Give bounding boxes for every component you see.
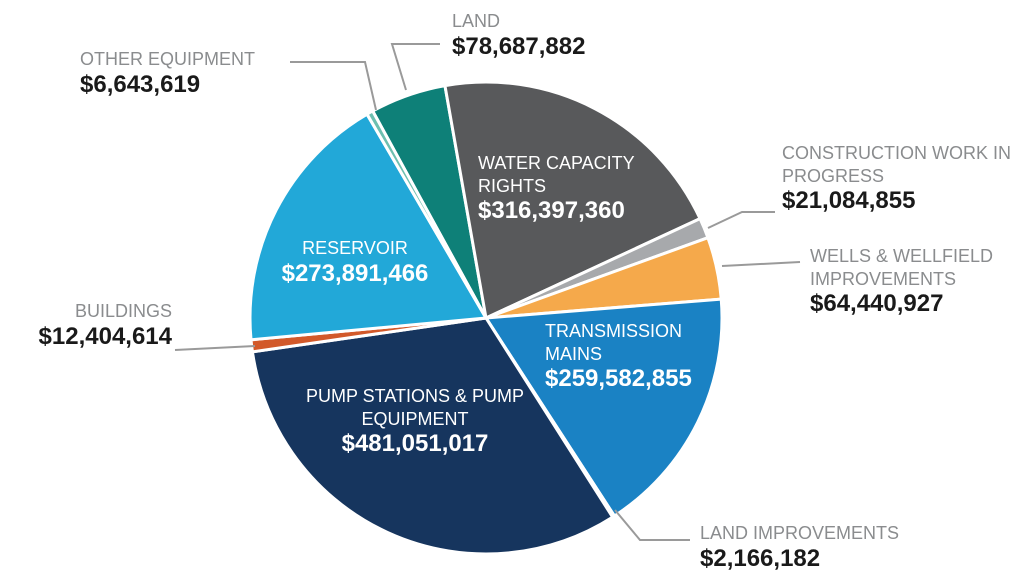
- leader-line: [290, 61, 377, 111]
- slice-label: PUMP STATIONS & PUMP EQUIPMENT $481,051,0…: [295, 385, 535, 458]
- leader-line: [174, 345, 256, 351]
- slice-name: BUILDINGS: [74, 301, 172, 321]
- slice-value: $2,166,182: [700, 544, 821, 572]
- leader-line: [707, 211, 775, 229]
- slice-name: LAND: [452, 11, 501, 31]
- slice-value: $21,084,855: [782, 187, 916, 214]
- slice-label: CONSTRUCTION WORK IN PROGRESS $21,084,855: [782, 142, 1027, 215]
- slice-name: CONSTRUCTION WORK IN PROGRESS: [782, 143, 1011, 186]
- slice-label: OTHER EQUIPMENT $6,643,619: [80, 48, 310, 98]
- slice-value: $12,404,614: [38, 322, 172, 350]
- slice-name: WELLS & WELLFIELD IMPROVEMENTS: [810, 246, 994, 289]
- slice-name: TRANSMISSION MAINS: [545, 321, 683, 364]
- slice-label: TRANSMISSION MAINS $259,582,855: [545, 320, 710, 393]
- slice-label: BUILDINGS $12,404,614: [0, 300, 172, 350]
- leader-line: [390, 43, 440, 91]
- slice-name: PUMP STATIONS & PUMP EQUIPMENT: [305, 386, 525, 429]
- slice-name: OTHER EQUIPMENT: [80, 49, 256, 69]
- slice-name: WATER CAPACITY RIGHTS: [478, 153, 635, 196]
- pie-slice: [365, 109, 488, 320]
- slice-value: $259,582,855: [545, 365, 692, 392]
- leader-line: [614, 509, 690, 541]
- pie-slice: [250, 316, 615, 556]
- slice-name: RESERVOIR: [302, 238, 408, 258]
- slice-value: $6,643,619: [80, 70, 201, 98]
- slice-value: $316,397,360: [478, 197, 625, 224]
- slice-label: WELLS & WELLFIELD IMPROVEMENTS $64,440,92…: [810, 245, 1025, 318]
- slice-label: RESERVOIR $273,891,466: [255, 237, 455, 287]
- slice-value: $273,891,466: [281, 259, 429, 287]
- pie-slice: [484, 297, 724, 518]
- pie-slice: [248, 112, 488, 342]
- slice-label: WATER CAPACITY RIGHTS $316,397,360: [478, 152, 658, 225]
- slice-value: $78,687,882: [452, 32, 586, 60]
- leader-line: [721, 261, 801, 267]
- slice-label: LAND $78,687,882: [452, 10, 652, 60]
- slice-value: $481,051,017: [341, 430, 489, 457]
- slice-name: LAND IMPROVEMENTS: [700, 523, 900, 543]
- pie-slice: [443, 80, 702, 320]
- slice-value: $64,440,927: [810, 290, 944, 317]
- slice-label: LAND IMPROVEMENTS $2,166,182: [700, 522, 960, 572]
